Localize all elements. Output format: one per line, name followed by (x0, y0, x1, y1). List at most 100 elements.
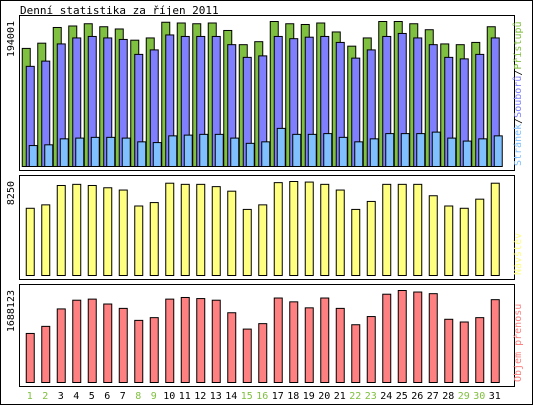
bar (152, 142, 162, 167)
x-tick-label: 18 (287, 391, 299, 402)
bar (382, 183, 392, 276)
bar (180, 183, 190, 276)
bar (338, 136, 348, 167)
bar (400, 133, 410, 167)
bar (137, 141, 147, 167)
bar (273, 297, 283, 384)
panels-group: 194001Stránek/Souborů/Přístupů8250Návště… (6, 15, 524, 387)
x-tick-label: 6 (104, 391, 110, 402)
bar (118, 189, 128, 276)
x-tick-label: 27 (427, 391, 439, 402)
bar (351, 324, 361, 383)
bar (56, 184, 66, 277)
bar (242, 328, 252, 384)
bar (134, 205, 144, 276)
x-tick-label: 23 (365, 391, 377, 402)
series-volume-0 (25, 290, 500, 384)
bar (428, 195, 438, 277)
scale-label-hits: 194001 (6, 21, 17, 57)
bar (444, 318, 454, 384)
x-tick-label: 30 (473, 391, 485, 402)
bar (258, 204, 268, 276)
panel-visits: 8250 Návštěv (6, 175, 524, 280)
bar (490, 182, 500, 276)
bar (459, 207, 469, 276)
x-tick-label: 20 (318, 391, 330, 402)
x-tick-label: 2 (42, 391, 48, 402)
bar (75, 137, 85, 167)
legend-volume: Objem přenosu (512, 304, 524, 382)
x-tick-label: 19 (303, 391, 315, 402)
bar (369, 138, 379, 168)
bar (44, 144, 54, 168)
bar (211, 299, 221, 384)
bar (416, 133, 426, 167)
x-tick-label: 13 (210, 391, 222, 402)
bar (41, 204, 51, 276)
bar (118, 307, 128, 383)
bar (459, 321, 469, 383)
bar (180, 296, 190, 384)
x-tick-label: 21 (334, 391, 346, 402)
x-tick-label: 11 (179, 391, 191, 402)
bar (149, 202, 159, 276)
bar (121, 137, 131, 167)
bar (304, 181, 314, 277)
x-tick-label: 3 (58, 391, 64, 402)
bar (323, 133, 333, 167)
x-tick-label: 5 (89, 391, 95, 402)
bar (227, 312, 237, 383)
x-axis-labels: 1 2 3 4 5 6 7 8 9 10 11 12 13 14 15 16 17 18 19 20 21 22 23 24 2… (27, 391, 501, 402)
bar (431, 131, 441, 167)
bar (397, 290, 407, 383)
bar (227, 190, 237, 276)
scale-label-volume: 1688123 (6, 290, 17, 332)
bar (149, 317, 159, 384)
bar (72, 299, 82, 384)
x-tick-label: 10 (163, 391, 175, 402)
bar (196, 183, 206, 276)
bar (385, 133, 395, 167)
bar (490, 299, 500, 384)
bar (447, 137, 457, 167)
bar (28, 145, 38, 167)
x-tick-label: 4 (73, 391, 79, 402)
bar (72, 183, 82, 276)
bar (25, 207, 35, 276)
bar (320, 297, 330, 384)
legend-separator: / (513, 70, 524, 76)
x-tick-label: 9 (151, 391, 157, 402)
legend-entry: Stránek (512, 124, 524, 166)
bar (462, 140, 472, 167)
bar (56, 308, 66, 383)
bar (245, 142, 255, 167)
x-tick-label: 26 (411, 391, 423, 402)
bar (444, 205, 454, 276)
x-tick-label: 1 (27, 391, 33, 402)
bar (134, 319, 144, 383)
bar (59, 138, 69, 168)
x-tick-label: 29 (458, 391, 470, 402)
x-tick-label: 8 (135, 391, 141, 402)
panel-volume: 1688123 Objem přenosu (6, 284, 524, 387)
bar (475, 317, 485, 384)
bar (103, 187, 113, 276)
bar (199, 133, 209, 168)
bar (478, 138, 488, 168)
legend-separator: / (513, 118, 524, 124)
bar (165, 298, 175, 384)
x-tick-label: 15 (241, 391, 253, 402)
bar (87, 184, 97, 277)
bar (304, 307, 314, 383)
bar (211, 186, 221, 276)
legend-entry: Souborů (512, 76, 524, 118)
x-tick-label: 25 (396, 391, 408, 402)
bar (475, 198, 485, 276)
bar (493, 135, 503, 168)
bar (168, 135, 178, 168)
legend-visits: Návštěv (512, 233, 524, 275)
x-tick-label: 24 (380, 391, 392, 402)
bar (382, 293, 392, 383)
